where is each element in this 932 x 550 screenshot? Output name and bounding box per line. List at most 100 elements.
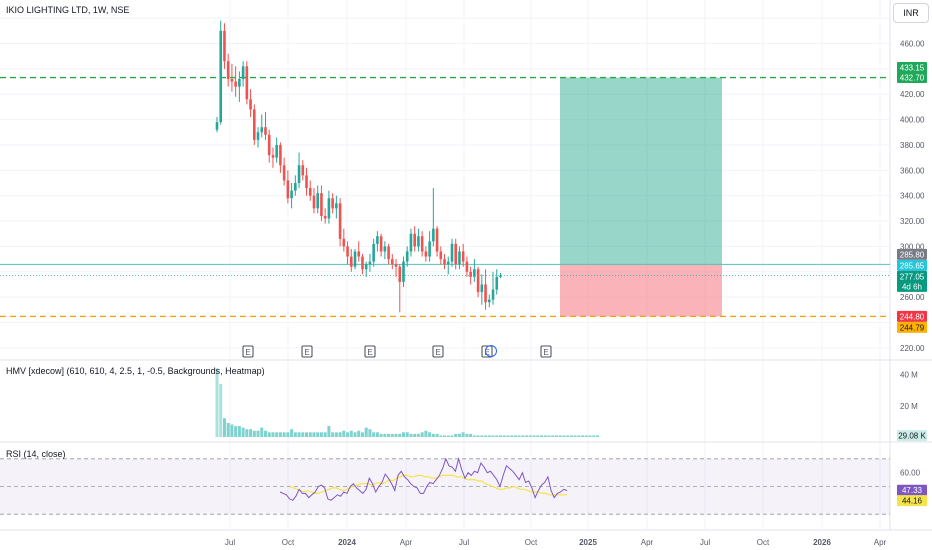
volume-bar [443, 435, 447, 437]
volume-bar [346, 432, 350, 437]
volume-bar [446, 435, 450, 437]
candle-body [435, 228, 439, 252]
hmv-indicator-title[interactable]: HMV [xdecow] (610, 610, 4, 2.5, 1, -0.5,… [6, 366, 265, 376]
candle-body [271, 155, 275, 158]
earnings-box [301, 345, 313, 358]
volume-bar [219, 383, 223, 437]
candle-body [439, 251, 443, 260]
earnings-marker[interactable]: E [242, 345, 254, 358]
candle-body [305, 175, 308, 189]
volume-bar [301, 432, 305, 437]
price-axis[interactable]: 220.00240.00260.00280.00300.00320.00340.… [900, 14, 925, 478]
candle-body [275, 144, 278, 158]
volume-bar [405, 432, 409, 437]
hmv-volume-series [215, 368, 599, 437]
earnings-box [540, 345, 552, 358]
candlestick-series [215, 20, 502, 313]
candle-body [387, 246, 390, 260]
volume-bar [409, 433, 413, 437]
volume-bar [241, 427, 245, 437]
volume-bar [342, 430, 346, 437]
earnings-marker[interactable]: E [301, 345, 313, 358]
rsi-line [279, 456, 568, 501]
candle-body [491, 289, 495, 300]
candle-body [495, 276, 499, 290]
candle-body [215, 122, 219, 130]
volume-bar [387, 433, 391, 437]
candle-body [379, 236, 383, 252]
volume-bar [588, 435, 592, 437]
rsi-tick-label: 60.00 [900, 469, 921, 478]
price-tick-label: 320.00 [900, 217, 925, 226]
volume-bar [551, 435, 555, 437]
earnings-letter: E [304, 348, 309, 357]
rsi-indicator-title[interactable]: RSI (14, close) [6, 449, 66, 459]
target-price-tag-bg [897, 62, 927, 74]
rsi-ma-value-tag-text: 44.16 [902, 497, 923, 506]
horizontal-lines[interactable] [0, 76, 890, 318]
current-price-tag: 285.65 [897, 259, 927, 271]
entry-price-tag: 285.80 [897, 248, 927, 260]
candle-body [312, 195, 316, 209]
volume-bar [263, 430, 267, 437]
volume-bar [286, 432, 290, 437]
volume-bar [275, 432, 279, 437]
time-tick-label: Oct [282, 538, 295, 547]
current-price-tag-bg [897, 259, 927, 271]
volume-bar [349, 430, 353, 437]
volume-bar [413, 433, 417, 437]
candle-body [286, 180, 290, 199]
earnings-box [364, 345, 376, 358]
time-tick-label: 2025 [579, 538, 597, 547]
volume-bar [461, 432, 465, 437]
candle-body [364, 264, 368, 270]
volume-bar [517, 435, 521, 437]
candle-body [484, 284, 487, 303]
target-zone [560, 77, 722, 265]
candle-body [450, 243, 454, 262]
rsi-value-tag: 47.33 [897, 484, 927, 496]
volume-bar [252, 430, 256, 437]
volume-bar [484, 435, 488, 437]
candle-body [338, 203, 342, 239]
candle-body [368, 261, 372, 265]
volume-bar [402, 432, 405, 437]
candle-body [316, 193, 320, 209]
volume-bar [312, 432, 316, 437]
time-axis[interactable]: Jul Oct 2024 Apr Jul Oct 2025 Apr Jul Oct 2026 Apr [225, 538, 887, 547]
candle-body [249, 99, 252, 110]
time-tick-label: Jul [225, 538, 235, 547]
candle-body [346, 246, 349, 257]
rsi-pane [0, 456, 890, 515]
volume-value-tag-bg [897, 430, 927, 442]
volume-bar [383, 433, 387, 437]
earnings-marker[interactable]: E [364, 345, 376, 358]
candle-body [301, 165, 305, 176]
earnings-marker[interactable]: E [432, 345, 444, 358]
candle-body [349, 256, 353, 267]
rsi-value-tag-text: 47.33 [902, 486, 923, 495]
candle-body [223, 30, 226, 62]
volume-bar [379, 433, 383, 437]
volume-value-tag-text: 29.08 K [898, 432, 926, 441]
candle-body [461, 251, 465, 262]
price-tick-label: 340.00 [900, 192, 925, 201]
volume-bar [308, 432, 312, 437]
candle-body [238, 79, 241, 87]
earnings-marker[interactable]: E [540, 345, 552, 358]
candle-body [342, 238, 346, 247]
candle-body [417, 236, 420, 247]
time-tick-label: Apr [874, 538, 887, 547]
earnings-letter: E [484, 348, 489, 357]
currency-button[interactable]: INR [893, 3, 929, 23]
candle-body [320, 193, 323, 216]
price-tick-label: 220.00 [900, 344, 925, 353]
symbol-title[interactable]: IKIO LIGHTING LTD, 1W, NSE [6, 5, 130, 15]
earnings-marker[interactable]: E [481, 345, 497, 358]
volume-bar [260, 427, 264, 437]
long-position-tool[interactable] [560, 77, 722, 317]
volume-bar [305, 432, 309, 437]
